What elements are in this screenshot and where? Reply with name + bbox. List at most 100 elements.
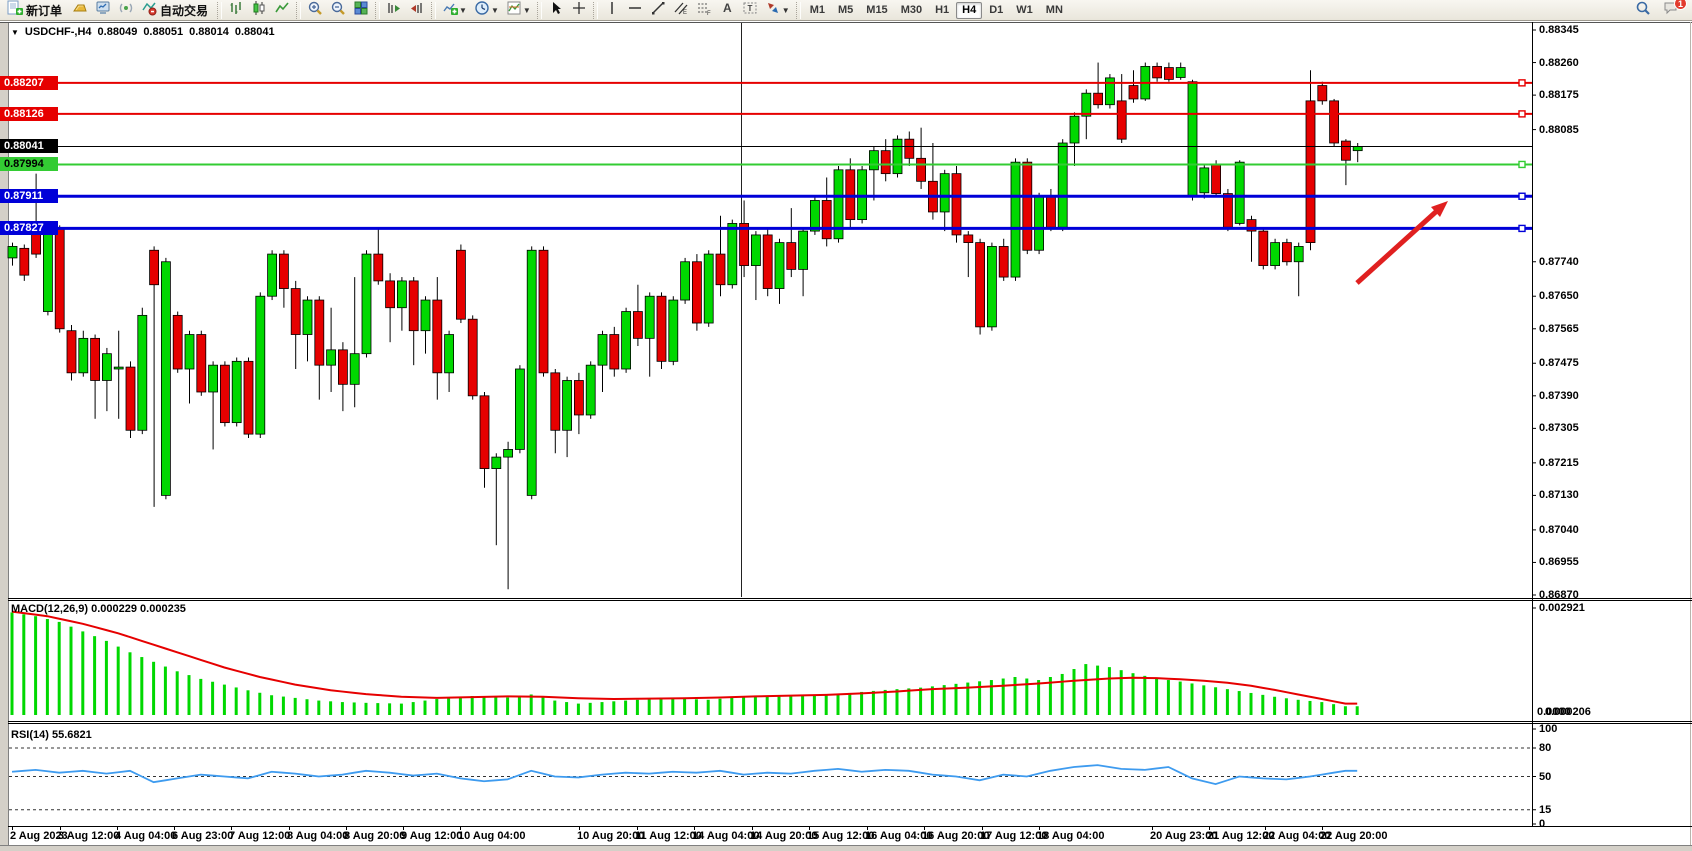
level-handle[interactable]	[1518, 160, 1526, 169]
bar-chart-button[interactable]	[225, 1, 247, 20]
timeframe-H1-button[interactable]: H1	[935, 4, 950, 16]
candle-body	[137, 314, 148, 431]
text-label-button[interactable]: T	[739, 1, 761, 20]
candle-body	[1293, 246, 1304, 263]
rsi-axis-label: 15	[1539, 803, 1552, 816]
level-handle[interactable]	[1518, 79, 1526, 87]
candle-body	[491, 456, 502, 469]
zoom-in-button[interactable]	[304, 1, 326, 20]
candle-body	[1341, 140, 1351, 161]
macd-histogram-bar	[1237, 691, 1241, 715]
candle-body	[302, 299, 313, 335]
ohlc-open: 0.88049	[97, 26, 138, 38]
candle-body	[78, 337, 89, 374]
time-axis-label: 14 Aug 04:00	[692, 830, 760, 842]
macd-histogram-bar	[812, 695, 816, 715]
macd-histogram-bar	[1037, 680, 1041, 715]
periods-button[interactable]: ▼	[471, 0, 502, 20]
trend-arrow[interactable]	[1355, 207, 1441, 285]
line-chart-icon	[274, 0, 290, 21]
macd-histogram-bar	[895, 689, 899, 715]
macd-histogram-bar	[1025, 678, 1029, 715]
level-handle[interactable]	[1518, 110, 1526, 118]
text-button[interactable]: A	[716, 1, 738, 20]
candle-body	[349, 353, 360, 385]
trend-arrow-head	[1431, 201, 1448, 217]
svg-text:A: A	[723, 1, 732, 15]
equidistant-channel-button[interactable]: E	[670, 1, 692, 20]
autotrading-button[interactable]: 自动交易	[138, 1, 214, 20]
candle-body	[90, 337, 100, 381]
candle-body	[1175, 67, 1186, 78]
timeframe-M30-button[interactable]: M30	[900, 4, 923, 16]
indicators-button[interactable]: ▼	[439, 1, 470, 20]
macd-histogram-bar	[270, 695, 274, 715]
macd-histogram-bar	[1332, 704, 1336, 715]
candle-body	[951, 173, 962, 236]
macd-label: MACD(12,26,9) 0.000229 0.000235	[11, 603, 186, 615]
search-button[interactable]	[1632, 1, 1654, 20]
collapse-arrow-icon[interactable]: ▼	[11, 27, 19, 37]
dropdown-caret-icon[interactable]: ▼	[781, 5, 790, 15]
dropdown-caret-icon[interactable]: ▼	[490, 5, 499, 15]
candle-body	[1270, 242, 1280, 266]
macd-histogram-bar	[57, 621, 61, 715]
candle-chart-button[interactable]	[248, 0, 270, 20]
candle-body	[1081, 92, 1092, 117]
macd-histogram-bar	[340, 702, 344, 715]
candle-body	[1223, 193, 1233, 228]
notifications-button[interactable]: 1	[1660, 0, 1687, 20]
fibonacci-button[interactable]: F	[693, 1, 715, 20]
dropdown-caret-icon[interactable]: ▼	[459, 5, 467, 15]
timeframe-W1-button[interactable]: W1	[1016, 4, 1033, 16]
trendline-button[interactable]	[647, 1, 669, 20]
timeframe-D1-button[interactable]: D1	[989, 4, 1004, 16]
time-axis-label: 16 Aug 20:00	[922, 830, 990, 842]
macd-histogram-bar	[517, 695, 521, 715]
macd-histogram-bar	[423, 700, 427, 715]
zoom-out-button[interactable]	[327, 1, 349, 20]
text-icon: A	[719, 0, 735, 21]
terminal-button[interactable]	[92, 1, 114, 20]
tile-windows-button[interactable]	[350, 1, 372, 20]
timeframe-H4-button[interactable]: H4	[956, 1, 983, 19]
templates-button[interactable]: ▼	[503, 1, 534, 20]
macd-histogram-bar	[553, 700, 557, 715]
timeframe-M1-button[interactable]: M1	[809, 4, 825, 16]
candle-body	[314, 299, 325, 366]
timeframe-MN-button[interactable]: MN	[1045, 4, 1063, 16]
macd-histogram-bar	[919, 687, 923, 715]
arrows-button[interactable]: ▼	[762, 1, 793, 20]
dropdown-caret-icon[interactable]: ▼	[522, 5, 531, 15]
new-order-button[interactable]: 新订单	[4, 0, 68, 20]
line-chart-button[interactable]	[271, 1, 293, 20]
candle-body	[845, 169, 856, 221]
new-order-label: 新订单	[26, 3, 63, 18]
macd-histogram-bar	[128, 652, 132, 715]
level-handle[interactable]	[1518, 224, 1526, 233]
bar-chart-icon	[228, 0, 244, 21]
timeframe-M15-button[interactable]: M15	[866, 4, 888, 16]
macd-histogram-bar	[718, 698, 722, 715]
vertical-line-button[interactable]	[601, 1, 623, 20]
macd-histogram-bar	[860, 691, 864, 715]
auto-scroll-button[interactable]	[383, 1, 405, 20]
crosshair-button[interactable]	[568, 1, 590, 20]
time-axis-label: 22 Aug 04:00	[1263, 830, 1331, 842]
candle-body	[1022, 161, 1033, 251]
rsi-label: RSI(14) 55.6821	[11, 729, 92, 741]
candle-body	[987, 246, 997, 328]
candle-body	[102, 353, 112, 381]
cursor-button[interactable]	[545, 1, 567, 20]
chart-object-button[interactable]	[69, 1, 91, 20]
candle-body	[892, 138, 903, 175]
signal-button[interactable]	[115, 1, 137, 20]
candle-body	[1010, 161, 1021, 278]
timeframe-M5-button[interactable]: M5	[838, 4, 854, 16]
horizontal-line-button[interactable]	[624, 1, 646, 20]
level-handle[interactable]	[1518, 192, 1526, 200]
chart-shift-button[interactable]	[406, 1, 428, 20]
macd-histogram-bar	[647, 699, 651, 715]
